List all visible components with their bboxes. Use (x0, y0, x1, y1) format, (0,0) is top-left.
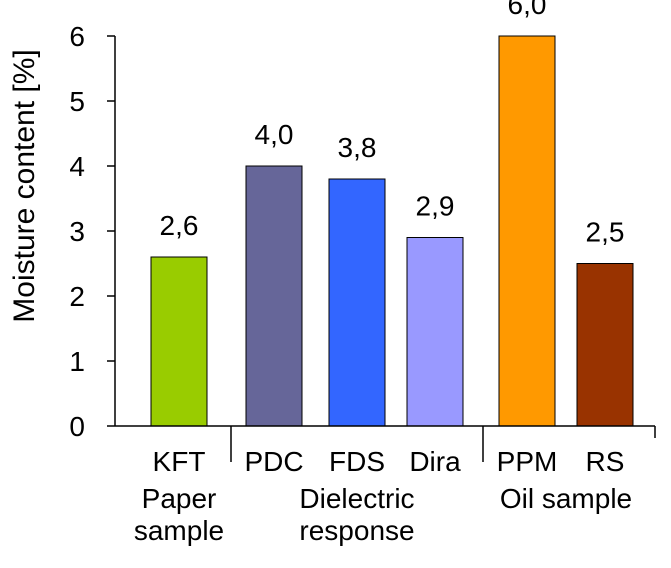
data-label: 3,8 (338, 132, 377, 163)
data-label: 4,0 (255, 119, 294, 150)
x-tick-label: KFT (153, 446, 206, 477)
y-axis-label: Moisture content [%] (8, 49, 41, 322)
y-tick-label: 5 (69, 86, 85, 117)
bar-dira (406, 237, 464, 427)
y-tick-label: 4 (69, 151, 85, 182)
group-label-line: Paper (142, 483, 217, 514)
bar-rs (576, 263, 634, 427)
x-tick-label: PDC (244, 446, 303, 477)
y-tick-label: 2 (69, 281, 85, 312)
group-label: Paper sample (134, 483, 224, 546)
group-label: Oil sample (500, 483, 632, 514)
x-tick-label: Dira (409, 446, 461, 477)
axes-layer: 0 1 2 3 4 5 6 KFT PDC FDS Dira PPM RS Paper sample Diel… (69, 21, 656, 546)
y-tick-label: 3 (69, 216, 85, 247)
data-label: 2,6 (160, 210, 199, 241)
group-label-line: sample (134, 515, 224, 546)
group-label-line: Dielectric (299, 483, 414, 514)
bar-pdc (245, 165, 303, 427)
y-tick-label: 1 (69, 346, 85, 377)
group-label-line: response (299, 515, 414, 546)
x-tick-label: RS (586, 446, 625, 477)
x-tick-label: FDS (329, 446, 385, 477)
y-tick-label: 6 (69, 21, 85, 52)
group-label: Dielectric response (299, 483, 414, 546)
data-label: 2,9 (416, 191, 455, 222)
bar-kft (150, 256, 208, 427)
group-label-line: Oil sample (500, 483, 632, 514)
y-tick-label: 0 (69, 411, 85, 442)
bars-layer: 2,6 4,0 3,8 2,9 6,0 2,5 (150, 0, 634, 427)
data-label: 6,0 (508, 0, 547, 20)
bar-fds (328, 178, 386, 427)
x-tick-label: PPM (497, 446, 558, 477)
bar-ppm (498, 35, 556, 427)
data-label: 2,5 (586, 217, 625, 248)
